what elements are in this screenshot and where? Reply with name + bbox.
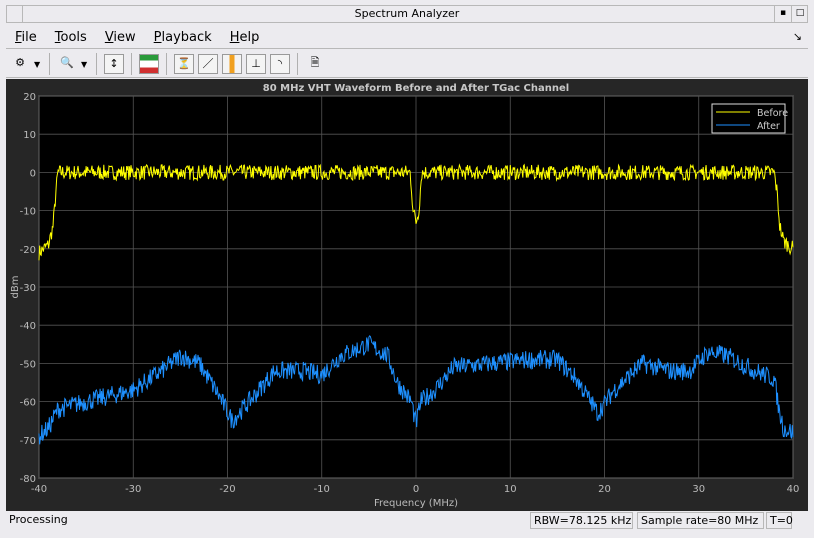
minimize-button[interactable]: ▪ <box>774 5 791 23</box>
x-axis-label: Frequency (MHz) <box>374 498 458 509</box>
x-tick-label: -20 <box>219 484 235 495</box>
y-tick-label: -20 <box>20 245 36 256</box>
y-tick-label: 0 <box>30 168 36 179</box>
status-bar: Processing RBW=78.125 kHz Sample rate=80… <box>6 512 808 530</box>
legend-label-after: After <box>757 121 780 132</box>
peak-finder-icon[interactable]: ⏳ <box>174 54 194 74</box>
ccdf-icon[interactable]: ◝ <box>270 54 290 74</box>
plot-panel: -40 -30 -20 -10 0 10 20 30 40 20 10 0 -10 -20 -30 -40 -5… <box>6 79 808 511</box>
status-sample-rate: Sample rate=80 MHz <box>637 512 764 529</box>
toolbar: ⚙ ▼ 🔍 ▼ ↕ ⏳ ／ ⊥ ◝ 🗎 <box>6 51 808 78</box>
x-tick-label: 10 <box>504 484 517 495</box>
window-title: Spectrum Analyzer <box>354 7 460 20</box>
y-axis-label: dBm <box>10 276 21 299</box>
y-tick-label: -10 <box>20 207 36 218</box>
system-menu-button[interactable] <box>6 5 23 23</box>
series-after-line <box>38 335 794 445</box>
distortion-icon[interactable]: ⊥ <box>246 54 266 74</box>
chart-title: 80 MHz VHT Waveform Before and After TGa… <box>263 83 569 94</box>
x-tick-label: -10 <box>314 484 330 495</box>
x-tick-label: 20 <box>598 484 611 495</box>
x-tick-label: 30 <box>692 484 705 495</box>
x-tick-label: 0 <box>413 484 419 495</box>
status-rbw: RBW=78.125 kHz <box>530 512 633 529</box>
maximize-button[interactable]: □ <box>791 5 808 23</box>
y-tick-label: -60 <box>20 398 36 409</box>
y-tick-label: -40 <box>20 321 36 332</box>
menu-file[interactable]: File <box>15 30 37 45</box>
menu-view[interactable]: View <box>104 30 136 45</box>
settings-dropdown[interactable]: ▼ <box>34 59 41 69</box>
status-state: Processing <box>9 513 68 526</box>
zoom-dropdown[interactable]: ▼ <box>81 59 88 69</box>
series-before-line <box>38 163 794 261</box>
y-tick-label: -70 <box>20 436 36 447</box>
spectrum-icon[interactable] <box>139 54 159 74</box>
x-tick-label: -40 <box>31 484 47 495</box>
menu-tools[interactable]: Tools <box>54 30 87 45</box>
channel-measurement-icon[interactable] <box>222 54 242 74</box>
autoscale-icon[interactable]: ↕ <box>104 54 124 74</box>
menu-bar: File Tools View Playback Help <box>6 28 808 49</box>
y-tick-label: -30 <box>20 283 36 294</box>
spectrum-chart[interactable]: -40 -30 -20 -10 0 10 20 30 40 20 10 0 -10 -20 -30 -40 -5… <box>6 79 808 511</box>
zoom-in-icon[interactable]: 🔍 <box>60 56 74 69</box>
status-time: T=0 <box>766 512 793 529</box>
x-tick-label: -30 <box>125 484 141 495</box>
y-tick-label: -50 <box>20 359 36 370</box>
legend-box <box>711 103 786 134</box>
export-icon[interactable]: 🗎 <box>310 56 320 69</box>
y-tick-label: 20 <box>23 92 36 103</box>
menu-playback[interactable]: Playback <box>153 30 212 45</box>
y-tick-label: 10 <box>23 130 36 141</box>
menu-help[interactable]: Help <box>229 30 260 45</box>
x-tick-label: 40 <box>787 484 800 495</box>
measurement-icon[interactable]: ／ <box>198 54 218 74</box>
title-bar: Spectrum Analyzer <box>6 5 808 23</box>
legend-label-before: Before <box>757 108 788 119</box>
settings-icon[interactable]: ⚙ <box>15 56 25 69</box>
y-tick-label: -80 <box>20 474 36 485</box>
dock-icon[interactable]: ↘ <box>792 30 802 43</box>
